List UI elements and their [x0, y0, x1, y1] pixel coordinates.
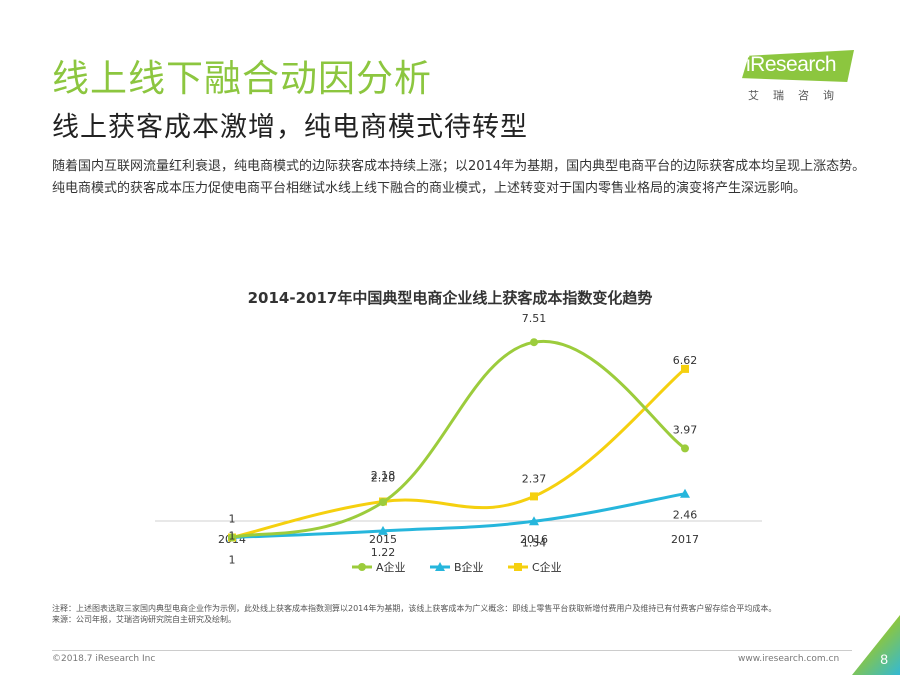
footnote-source: 来源：公司年报，艾瑞咨询研究院自主研究及绘制。 [52, 615, 236, 624]
data-point [228, 533, 236, 542]
data-label: 2.20 [371, 472, 396, 485]
x-tick-label: 2015 [369, 533, 397, 546]
footer-copyright: ©2018.7 iResearch Inc [52, 654, 156, 664]
data-point [681, 444, 689, 453]
page-subtitle: 线上获客成本激增，纯电商模式待转型 [52, 112, 528, 143]
legend-marker [514, 563, 522, 571]
data-label: 2.46 [673, 509, 698, 522]
data-point [681, 364, 689, 373]
chart-title: 2014-2017年中国典型电商企业线上获客成本指数变化趋势 [247, 289, 653, 307]
footnote-block: 注释：上述图表选取三家国内典型电商企业作为示例，此处线上获客成本指数测算以201… [52, 603, 872, 625]
page-title: 线上线下融合动因分析 [52, 57, 432, 100]
logo-badge [742, 50, 854, 82]
iresearch-logo: iResearch 艾瑞咨询 [742, 50, 858, 106]
data-label: 1 [229, 530, 236, 543]
footer-url-link[interactable]: www.iresearch.com.cn [738, 654, 840, 664]
data-point [530, 492, 538, 501]
data-label: 1.54 [522, 536, 547, 549]
legend-marker [358, 563, 366, 571]
legend-label: B企业 [454, 560, 484, 574]
data-label: 6.62 [673, 354, 698, 367]
data-label: 1.22 [371, 546, 396, 559]
x-tick-label: 2016 [520, 533, 548, 546]
data-label: 2.18 [371, 469, 396, 482]
data-point [680, 488, 690, 498]
series-line-3 [230, 367, 687, 539]
legend-label: C企业 [532, 560, 562, 574]
legend-label: A企业 [376, 560, 406, 574]
data-point [378, 525, 388, 535]
data-point [530, 338, 538, 347]
data-label: 7.51 [522, 312, 547, 325]
logo-wordmark: iResearch [746, 53, 837, 76]
line-chart: 201420152016201712.187.513.9711.221.542.… [155, 312, 762, 574]
data-label: 3.97 [673, 423, 698, 436]
data-point [529, 516, 539, 526]
data-label: 1 [229, 554, 236, 567]
footer-divider [52, 650, 852, 651]
page-number: 8 [880, 651, 888, 667]
series-line-1 [230, 339, 687, 539]
legend-marker [435, 562, 445, 571]
data-point [379, 498, 387, 507]
logo-chinese-name: 艾瑞咨询 [748, 89, 848, 102]
series-line-2 [230, 492, 687, 539]
x-tick-label: 2017 [671, 533, 699, 546]
intro-paragraph: 随着国内互联网流量红利衰退，纯电商模式的边际获客成本持续上涨；以2014年为基期… [52, 159, 866, 196]
data-label: 1 [229, 513, 236, 526]
footnote-note: 注释：上述图表选取三家国内典型电商企业作为示例，此处线上获客成本指数测算以201… [52, 604, 777, 613]
data-label: 2.37 [522, 472, 547, 485]
